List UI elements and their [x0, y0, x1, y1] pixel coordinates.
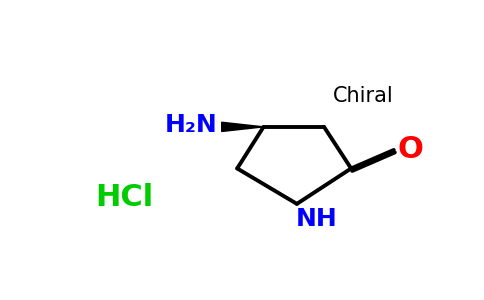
Text: O: O [398, 136, 424, 164]
Text: NH: NH [295, 207, 337, 231]
Text: Chiral: Chiral [333, 86, 393, 106]
Text: HCl: HCl [95, 183, 153, 212]
Polygon shape [222, 122, 264, 131]
Text: H₂N: H₂N [165, 112, 217, 136]
